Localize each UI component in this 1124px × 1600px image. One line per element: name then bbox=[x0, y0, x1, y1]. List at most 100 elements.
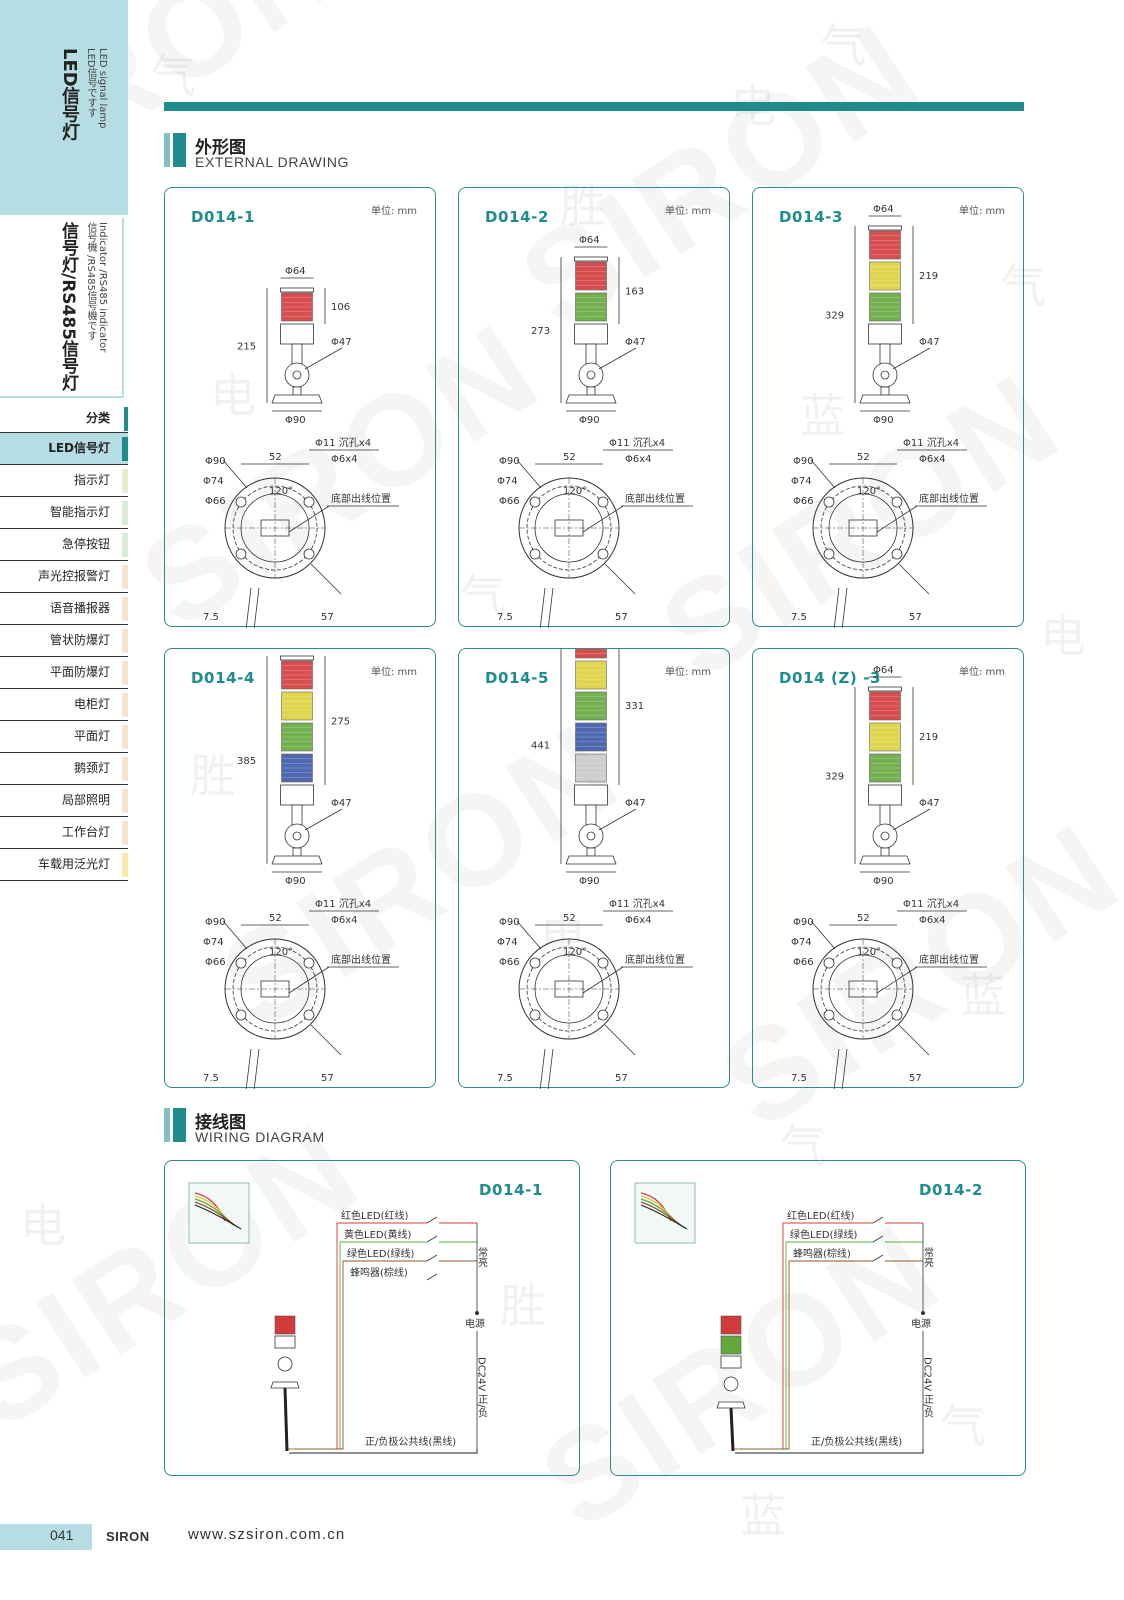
dimension-label: 275 bbox=[331, 717, 350, 728]
dimension-line bbox=[598, 347, 637, 370]
drawing-svg: Φ64 215 106 Φ47 Φ90 52 Φ11 沉孔x4 Φ6x4 Φ90 Φ74 Φ66 12… bbox=[203, 266, 399, 628]
dimension-line bbox=[516, 459, 542, 489]
nav-item[interactable]: 语音播报器 bbox=[0, 593, 128, 625]
nav-item[interactable]: 车载用泛光灯 bbox=[0, 849, 128, 881]
joint-bolt bbox=[880, 370, 890, 380]
tower-drawing: Φ64 273 163 Φ47 Φ90 bbox=[531, 235, 646, 426]
switch-contact bbox=[872, 1216, 884, 1224]
nav-item-label: 管状防爆灯 bbox=[49, 633, 110, 647]
nav-item-label: 平面防爆灯 bbox=[49, 665, 110, 679]
tower-cap bbox=[574, 256, 608, 262]
drawing-panel: D014-3 单位: mm Φ64 329 219 Φ47 Φ90 52 Φ11 沉孔x4 Φ6x… bbox=[752, 187, 1024, 628]
dimension-line bbox=[604, 1024, 636, 1056]
mount-hole bbox=[891, 548, 903, 560]
mount-hole bbox=[823, 548, 835, 560]
tower-base bbox=[565, 394, 617, 404]
dimension-label: Φ66 bbox=[499, 957, 520, 968]
dimension-label: Φ6x4 bbox=[331, 454, 358, 465]
mount-hole bbox=[235, 496, 247, 508]
switch-contact bbox=[426, 1235, 438, 1243]
light-tier-red bbox=[720, 1315, 742, 1335]
base-neck bbox=[292, 847, 302, 857]
joint-bolt bbox=[880, 831, 890, 841]
category-nav: 分类 LED信号灯指示灯 智能指示灯 急停按钮 声光控报警灯 语音播报器管状防爆灯平面防… bbox=[0, 403, 128, 881]
mount-hole bbox=[303, 548, 315, 560]
model-label: D014-5 bbox=[485, 669, 550, 687]
wiring-panel-d014-1: D014-1 红色LED(红线) 黄色LED(黄线) 绿色LED(绿线) 蜂鸣器(棕线… bbox=[164, 1160, 580, 1476]
nav-item[interactable]: 急停按钮 bbox=[0, 529, 128, 561]
dimension-label: 7.5 bbox=[203, 1073, 219, 1084]
section-title-en: WIRING DIAGRAM bbox=[195, 1129, 325, 1145]
dimension-label: 52 bbox=[269, 913, 282, 924]
tower-base bbox=[859, 394, 911, 404]
dimension-label: 底部出线位置 bbox=[331, 492, 391, 505]
dimension-label: 57 bbox=[321, 1073, 334, 1084]
dimension-label: Φ64 bbox=[873, 204, 894, 215]
dimension-label: Φ66 bbox=[793, 496, 814, 507]
dimension-line bbox=[841, 1048, 848, 1089]
dimension-label: 52 bbox=[857, 452, 870, 463]
dimension-label: Φ64 bbox=[285, 266, 306, 277]
dimension-label: 7.5 bbox=[791, 612, 807, 623]
nav-item-label: 电柜灯 bbox=[73, 697, 110, 711]
mount-hole bbox=[235, 957, 247, 969]
unit-label: 单位: mm bbox=[958, 667, 1005, 678]
dimension-label: Φ11 沉孔x4 bbox=[903, 897, 959, 910]
wire-label: 红色LED(红线) bbox=[787, 1209, 854, 1222]
tower-drawing: Φ64 329 219 Φ47 Φ90 bbox=[825, 665, 940, 887]
dimension-label: Φ74 bbox=[203, 937, 224, 948]
dimension-line bbox=[516, 920, 542, 950]
dimension-label: 329 bbox=[825, 311, 844, 322]
dimension-line bbox=[304, 347, 343, 370]
dimension-label: Φ64 bbox=[873, 665, 894, 676]
tower-body bbox=[574, 323, 608, 345]
cable-wire bbox=[640, 1204, 688, 1230]
unit-label: 单位: mm bbox=[664, 206, 711, 217]
nav-item[interactable]: 指示灯 bbox=[0, 465, 128, 497]
tower-base bbox=[859, 855, 911, 865]
section-title-cn: 外形图 bbox=[195, 138, 246, 158]
dimension-line bbox=[310, 563, 342, 595]
nav-item[interactable]: 智能指示灯 bbox=[0, 497, 128, 529]
dimension-label: Φ6x4 bbox=[919, 915, 946, 926]
mount-hole bbox=[529, 496, 541, 508]
mount-hole bbox=[529, 957, 541, 969]
nav-header: 分类 bbox=[0, 403, 128, 433]
tower-body bbox=[720, 1355, 742, 1369]
dimension-line bbox=[547, 587, 554, 628]
nav-item[interactable]: 工作台灯 bbox=[0, 817, 128, 849]
joint-bolt bbox=[292, 370, 302, 380]
nav-item[interactable]: 局部照明 bbox=[0, 785, 128, 817]
dimension-line bbox=[604, 563, 636, 595]
nav-header-label: 分类 bbox=[85, 411, 110, 425]
mount-hole bbox=[823, 957, 835, 969]
nav-item[interactable]: 电柜灯 bbox=[0, 689, 128, 721]
nav-item[interactable]: 平面灯 bbox=[0, 721, 128, 753]
dimension-label: 273 bbox=[531, 326, 550, 337]
dimension-line bbox=[288, 966, 330, 994]
nav-item[interactable]: LED信号灯 bbox=[0, 433, 128, 465]
dimension-label: Φ74 bbox=[791, 476, 812, 487]
nav-item-label: LED信号灯 bbox=[48, 441, 110, 455]
dimension-line bbox=[245, 1048, 252, 1089]
dimension-label: 219 bbox=[919, 271, 938, 282]
tower-cap bbox=[868, 686, 902, 692]
dimension-label: 215 bbox=[237, 342, 256, 353]
dimension-label: Φ90 bbox=[873, 876, 894, 887]
nav-item[interactable]: 鹅颈灯 bbox=[0, 753, 128, 785]
nav-item[interactable]: 平面防爆灯 bbox=[0, 657, 128, 689]
tower-body bbox=[274, 1335, 296, 1349]
website-link[interactable]: www.szsiron.com.cn bbox=[188, 1526, 346, 1543]
nav-item[interactable]: 管状防爆灯 bbox=[0, 625, 128, 657]
dimension-label: Φ74 bbox=[791, 937, 812, 948]
dimension-label: 219 bbox=[919, 732, 938, 743]
dimension-line bbox=[876, 966, 918, 994]
mount-hole bbox=[235, 548, 247, 560]
joint-circle bbox=[723, 1376, 739, 1392]
mount-hole bbox=[891, 496, 903, 508]
nav-item[interactable]: 声光控报警灯 bbox=[0, 561, 128, 593]
dimension-line bbox=[547, 1048, 554, 1089]
